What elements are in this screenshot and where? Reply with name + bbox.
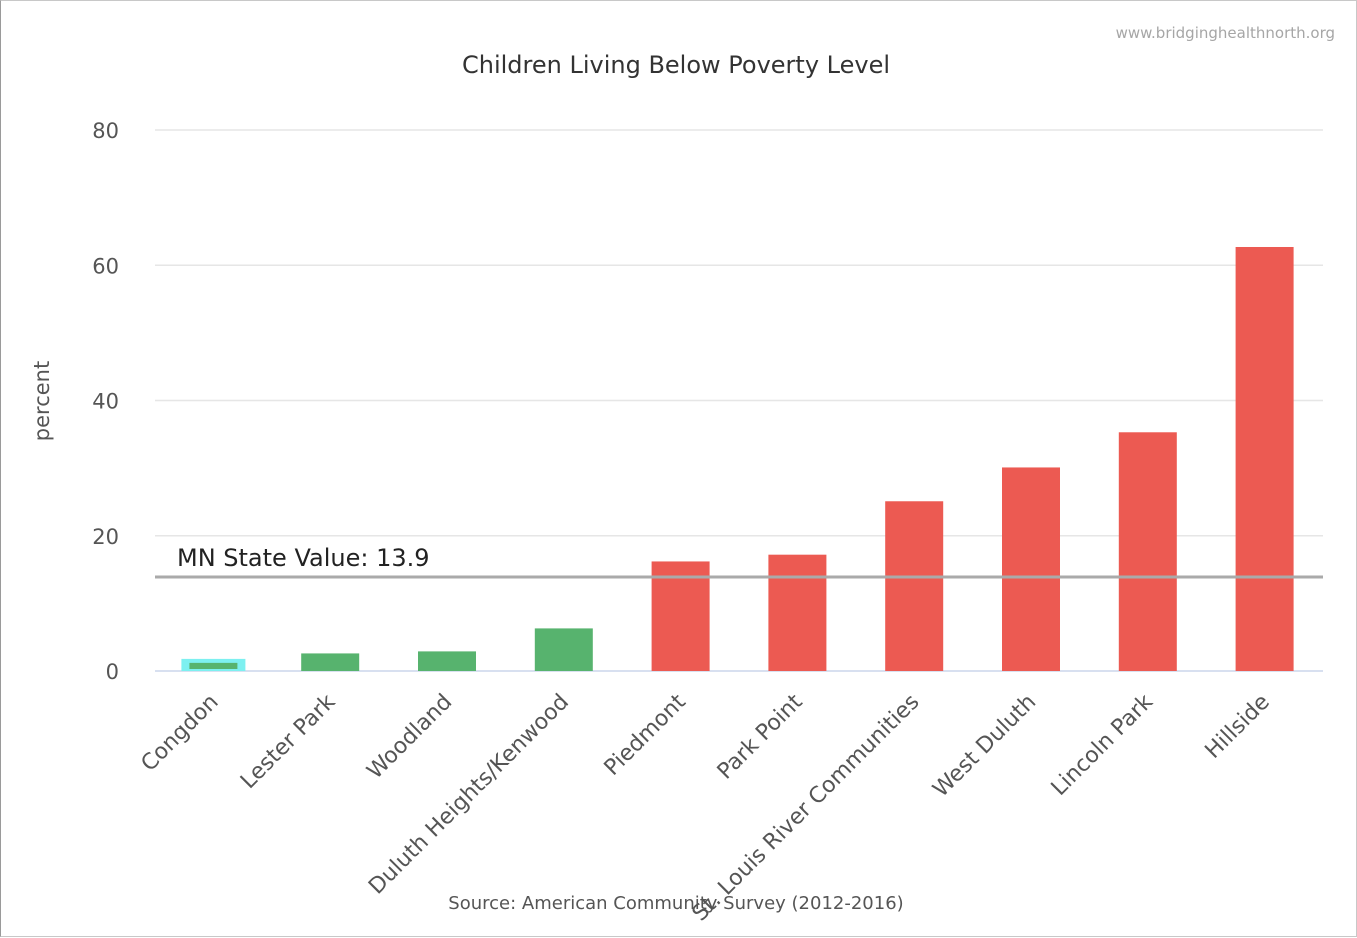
bar[interactable] <box>534 628 593 671</box>
bar[interactable] <box>418 651 476 671</box>
bars <box>181 246 1294 671</box>
x-tick-label: Congdon <box>137 690 224 777</box>
x-tick-label: Hillside <box>1201 690 1275 764</box>
chart-title: Children Living Below Poverty Level <box>462 51 890 79</box>
x-tick-label: Lester Park <box>236 689 341 794</box>
y-axis-ticks: 0 20 40 60 80 <box>92 119 119 684</box>
y-tick-label: 40 <box>92 390 119 414</box>
y-tick-label: 20 <box>92 525 119 549</box>
bar[interactable] <box>1118 432 1177 671</box>
chart-source: Source: American Community Survey (2012-… <box>448 893 903 914</box>
x-tick-label: Park Point <box>713 689 808 784</box>
bar[interactable] <box>651 561 710 671</box>
y-tick-label: 80 <box>92 119 119 143</box>
bar[interactable] <box>885 501 944 671</box>
x-tick-label: Woodland <box>363 690 458 785</box>
y-tick-label: 0 <box>106 660 119 684</box>
x-tick-label: Lincoln Park <box>1047 689 1159 801</box>
x-tick-label: West Duluth <box>928 690 1041 803</box>
reference-line-label: MN State Value: 13.9 <box>177 544 430 572</box>
bar[interactable] <box>189 662 238 669</box>
x-tick-label: St. Louis River Communities <box>688 690 925 927</box>
y-tick-label: 60 <box>92 254 119 278</box>
y-axis-label: percent <box>30 361 54 441</box>
bar[interactable] <box>301 653 360 671</box>
bar[interactable] <box>1235 246 1294 671</box>
chart-credit[interactable]: www.bridginghealthnorth.org <box>1116 24 1335 42</box>
bar[interactable] <box>768 554 827 671</box>
x-tick-label: Duluth Heights/Kenwood <box>364 690 574 900</box>
bar[interactable] <box>1002 467 1060 671</box>
reference-line-group: MN State Value: 13.9 <box>155 544 1323 579</box>
x-tick-label: Piedmont <box>600 689 691 780</box>
